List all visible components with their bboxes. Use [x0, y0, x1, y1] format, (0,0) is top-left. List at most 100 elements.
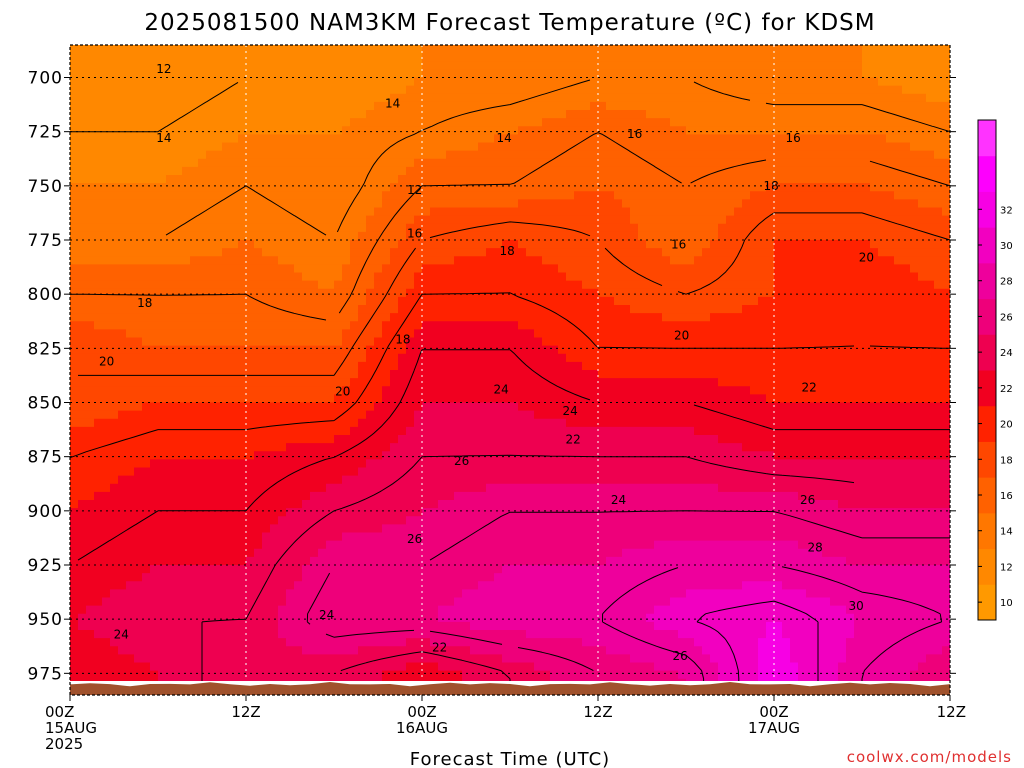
field-cell [486, 126, 495, 135]
field-cell [566, 272, 575, 282]
field-cell [78, 370, 87, 379]
field-cell [286, 223, 295, 233]
field-cell [262, 370, 271, 379]
field-cell [78, 223, 87, 233]
field-cell [254, 45, 263, 54]
field-cell [286, 565, 295, 574]
field-cell [158, 69, 167, 79]
field-cell [414, 410, 423, 420]
field-cell [246, 589, 255, 599]
field-cell [182, 93, 191, 103]
field-cell [366, 353, 375, 363]
field-cell [454, 581, 463, 590]
field-cell [518, 621, 527, 631]
field-cell [286, 467, 295, 477]
field-cell [478, 240, 487, 249]
field-cell [270, 386, 279, 395]
field-cell [270, 459, 279, 469]
field-cell [118, 386, 127, 395]
field-cell [310, 402, 319, 412]
field-cell [518, 589, 527, 599]
field-cell [518, 475, 527, 485]
field-cell [222, 589, 231, 599]
field-cell [206, 61, 215, 70]
field-cell [478, 467, 487, 477]
field-cell [326, 175, 335, 184]
field-cell [334, 386, 343, 395]
field-cell [206, 491, 215, 501]
field-cell [94, 630, 103, 639]
field-cell [70, 166, 79, 176]
field-cell [214, 556, 223, 566]
field-cell [230, 630, 239, 639]
field-cell [190, 443, 199, 452]
field-cell [150, 118, 159, 127]
field-cell [246, 166, 255, 176]
field-cell [406, 475, 415, 485]
field-cell [238, 191, 247, 200]
field-cell [110, 321, 119, 330]
field-cell [422, 605, 431, 615]
field-cell [206, 638, 215, 647]
field-cell [230, 524, 239, 534]
field-cell [518, 516, 527, 525]
field-cell [286, 272, 295, 282]
field-cell [294, 101, 303, 111]
field-cell [430, 426, 439, 436]
field-cell [470, 272, 479, 282]
field-cell [390, 654, 399, 664]
field-cell [510, 556, 519, 566]
field-cell [318, 134, 327, 144]
field-cell [78, 280, 87, 290]
field-cell [190, 69, 199, 79]
field-cell [350, 410, 359, 420]
field-cell [262, 532, 271, 542]
field-cell [534, 85, 543, 95]
field-cell [118, 370, 127, 379]
field-cell [350, 540, 359, 550]
field-cell [310, 45, 319, 54]
field-cell [550, 573, 559, 582]
field-cell [278, 93, 287, 103]
field-cell [358, 207, 367, 217]
field-cell [446, 85, 455, 95]
field-cell [86, 313, 95, 322]
field-cell [158, 329, 167, 339]
field-cell [358, 126, 367, 135]
field-cell [414, 118, 423, 127]
field-cell [390, 126, 399, 135]
field-cell [430, 93, 439, 103]
field-cell [230, 613, 239, 623]
field-cell [246, 508, 255, 517]
field-cell [142, 646, 151, 655]
field-cell [118, 435, 127, 444]
field-cell [86, 475, 95, 485]
field-cell [182, 662, 191, 672]
field-cell [566, 126, 575, 135]
field-cell [286, 231, 295, 241]
field-cell [326, 630, 335, 639]
field-cell [462, 516, 471, 525]
field-cell [110, 77, 119, 87]
field-cell [294, 483, 303, 493]
field-cell [438, 134, 447, 144]
field-cell [534, 191, 543, 200]
field-cell [70, 77, 79, 87]
field-cell [110, 565, 119, 574]
field-cell [454, 370, 463, 379]
field-cell [454, 272, 463, 282]
field-cell [382, 248, 391, 257]
field-cell [430, 191, 439, 200]
field-cell [134, 386, 143, 395]
field-cell [142, 491, 151, 501]
field-cell [230, 516, 239, 525]
field-cell [294, 443, 303, 452]
field-cell [246, 85, 255, 95]
field-cell [534, 435, 543, 444]
field-cell [518, 410, 527, 420]
field-cell [318, 589, 327, 599]
field-cell [70, 678, 79, 681]
field-cell [174, 61, 183, 70]
field-cell [422, 646, 431, 655]
field-cell [294, 93, 303, 103]
